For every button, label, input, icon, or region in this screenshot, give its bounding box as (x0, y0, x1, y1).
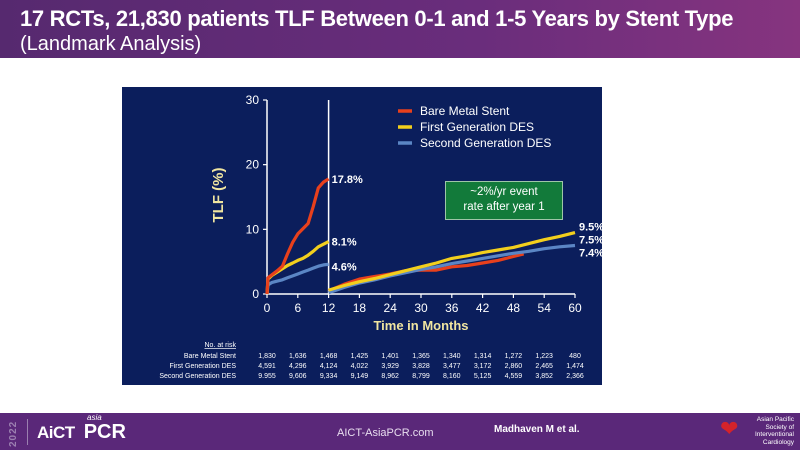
series-line-second_gen-after-landmark (328, 243, 576, 295)
series-line-first_gen-0-12 (265, 240, 330, 295)
risk-cell: 3,172 (474, 363, 492, 370)
risk-cell: 3,828 (412, 363, 430, 370)
x-tick-label: 48 (507, 301, 521, 315)
series-lines (265, 177, 576, 295)
x-tick-label: 6 (294, 301, 301, 315)
y-tick-label: 20 (246, 158, 260, 172)
logo-pcr: PCR (83, 421, 126, 443)
x-tick-label: 42 (476, 301, 490, 315)
aict-asiapcr-logo: AiCT asia PCR (37, 413, 126, 444)
risk-cell: 9.955 (258, 373, 276, 380)
event-rate-callout: ~2%/yr event rate after year 1 (445, 181, 563, 220)
risk-cell: 480 (569, 353, 581, 360)
risk-cell: 9,606 (289, 373, 307, 380)
x-tick-label: 36 (445, 301, 459, 315)
risk-row-label: First Generation DES (169, 363, 236, 370)
risk-cell: 1,468 (320, 353, 338, 360)
slide-title: 17 RCTs, 21,830 patients TLF Between 0-1… (20, 6, 734, 31)
risk-cell: 4,559 (505, 373, 523, 380)
risk-cell: 1,365 (412, 353, 430, 360)
legend-label-second_gen: Second Generation DES (420, 136, 551, 150)
y-tick-label: 30 (246, 93, 260, 107)
label-second-gen-12m: 4.6% (332, 261, 357, 273)
risk-cell: 1,340 (443, 353, 461, 360)
risk-cell: 1,474 (566, 363, 584, 370)
apsic-logo: ❤ Asian Pacific Society of Interventiona… (718, 415, 798, 449)
slide-footer: 2022 AiCT asia PCR AICT-AsiaPCR.com Madh… (0, 413, 800, 450)
x-tick-label: 18 (353, 301, 367, 315)
risk-cell: 1,636 (289, 353, 307, 360)
series-line-bms-0-12 (265, 177, 330, 295)
footer-divider (27, 419, 28, 445)
risk-cell: 1,272 (505, 353, 523, 360)
callout-line1: ~2%/yr event (470, 186, 538, 198)
risk-cell: 1,830 (258, 353, 276, 360)
risk-cell: 9,149 (351, 373, 369, 380)
risk-cell: 1,223 (535, 353, 553, 360)
x-tick-label: 0 (264, 301, 271, 315)
y-axis-title: TLF (%) (210, 168, 227, 223)
slide-subtitle: (Landmark Analysis) (20, 33, 202, 55)
x-tick-label: 12 (322, 301, 336, 315)
risk-cell: 2,465 (535, 363, 553, 370)
x-axis-title: Time in Months (373, 318, 468, 333)
risk-cell: 2,860 (505, 363, 523, 370)
society-line: Cardiology (762, 438, 794, 446)
callout-line2: rate after year 1 (463, 201, 545, 213)
chart-panel (122, 87, 602, 385)
y-tick-label: 0 (252, 287, 259, 301)
label-end-60m-3: 7.4% (579, 248, 604, 260)
x-tick-label: 24 (384, 301, 398, 315)
risk-cell: 4,591 (258, 363, 276, 370)
author-citation: Madhaven M et al. (494, 424, 580, 435)
logo-asia: asia (87, 413, 102, 422)
risk-cell: 2,366 (566, 373, 584, 380)
series-line-bms-after-landmark (327, 252, 525, 293)
risk-cell: 1,314 (474, 353, 492, 360)
risk-cell: 3,929 (381, 363, 399, 370)
risk-cell: 1,401 (381, 353, 399, 360)
logo-aict: AiCT (37, 423, 75, 442)
risk-cell: 8,160 (443, 373, 461, 380)
risk-cell: 8,799 (412, 373, 430, 380)
x-tick-label: 54 (538, 301, 552, 315)
series-line-first_gen-after-landmark (328, 231, 576, 292)
label-first-gen-12m: 8.1% (332, 237, 357, 249)
risk-cell: 1,425 (351, 353, 369, 360)
risk-cell: 5,125 (474, 373, 492, 380)
risk-cell: 4,296 (289, 363, 307, 370)
label-end-60m-2: 7.5% (579, 235, 604, 247)
society-line: Society of (765, 423, 794, 431)
data-labels: 17.8% 8.1% 4.6% 9.5%7.5%7.4% (332, 174, 605, 273)
heart-icon: ❤ (720, 416, 739, 441)
risk-cell: 3,852 (535, 373, 553, 380)
risk-row-label: Bare Metal Stent (184, 353, 236, 360)
legend-label-first_gen: First Generation DES (420, 120, 534, 134)
society-name: Asian Pacific Society of Interventional … (755, 416, 794, 446)
slide-header: 17 RCTs, 21,830 patients TLF Between 0-1… (0, 0, 800, 58)
legend-label-bms: Bare Metal Stent (420, 104, 510, 118)
axes: 0 10 20 30 0 6 12 18 24 30 36 42 48 54 60 Time in Month… (210, 93, 582, 333)
risk-table-heading: No. at risk (204, 342, 236, 349)
risk-cell: 3,477 (443, 363, 461, 370)
risk-cell: 8,962 (381, 373, 399, 380)
y-tick-label: 10 (246, 222, 260, 236)
footer-year: 2022 (8, 420, 19, 447)
risk-cell: 9,334 (320, 373, 338, 380)
society-line: Interventional (754, 431, 794, 438)
risk-cell: 4,022 (351, 363, 369, 370)
x-tick-label: 30 (414, 301, 428, 315)
risk-table: No. at risk Bare Metal Stent 1,830 1,636 1,4… (159, 342, 584, 380)
website-link[interactable]: AICT-AsiaPCR.com (337, 427, 434, 439)
x-tick-label: 60 (568, 301, 582, 315)
label-end-60m-1: 9.5% (579, 222, 604, 234)
society-line: Asian Pacific (756, 416, 794, 423)
legend: Bare Metal Stent First Generation DES Seco… (398, 104, 551, 150)
risk-cell: 4,124 (320, 363, 338, 370)
label-bms-12m: 17.8% (332, 174, 363, 186)
series-line-second_gen-0-12 (265, 262, 329, 295)
risk-row-label: Second Generation DES (159, 373, 236, 380)
